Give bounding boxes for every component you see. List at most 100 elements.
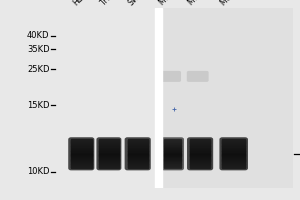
Bar xyxy=(128,139,148,140)
Text: 35KD: 35KD xyxy=(27,45,50,54)
Bar xyxy=(190,155,210,156)
Bar xyxy=(128,153,148,154)
Bar xyxy=(222,146,245,147)
Bar xyxy=(190,154,210,155)
Bar xyxy=(52,33,292,35)
Bar xyxy=(128,149,148,150)
Bar xyxy=(222,142,245,143)
Bar xyxy=(128,164,148,165)
Bar xyxy=(190,165,210,166)
Bar xyxy=(99,166,119,167)
Bar xyxy=(99,152,119,153)
Bar xyxy=(99,155,119,157)
Bar xyxy=(222,161,245,162)
Bar xyxy=(190,164,210,165)
Bar xyxy=(222,157,245,158)
Bar xyxy=(71,162,92,163)
Bar xyxy=(99,158,119,160)
Bar xyxy=(164,166,181,167)
Bar xyxy=(99,142,119,144)
Bar xyxy=(99,151,119,152)
Bar xyxy=(128,158,148,159)
Bar xyxy=(52,28,292,30)
Bar xyxy=(71,164,92,165)
Bar xyxy=(52,15,292,17)
Bar xyxy=(52,35,292,37)
Bar xyxy=(164,145,181,146)
Bar xyxy=(52,44,292,46)
Bar xyxy=(71,142,92,144)
Bar xyxy=(190,148,210,149)
Bar xyxy=(71,143,92,144)
Bar xyxy=(99,164,119,165)
Text: 15KD: 15KD xyxy=(27,101,50,110)
Bar xyxy=(164,153,181,155)
Bar xyxy=(190,155,210,157)
Bar xyxy=(71,150,92,151)
Bar xyxy=(190,147,210,148)
Bar xyxy=(128,145,148,146)
Bar xyxy=(222,160,245,161)
Bar xyxy=(190,167,210,168)
Bar xyxy=(222,147,245,148)
Text: Mouse lung: Mouse lung xyxy=(187,0,224,7)
Bar xyxy=(190,150,210,152)
Bar xyxy=(71,150,92,152)
Bar xyxy=(99,154,119,155)
Bar xyxy=(99,160,119,161)
Bar xyxy=(52,10,292,12)
Bar xyxy=(99,161,119,162)
Bar xyxy=(99,159,119,160)
Bar xyxy=(71,149,92,150)
Bar xyxy=(190,145,210,147)
Bar xyxy=(99,157,119,158)
Bar xyxy=(99,160,119,162)
Bar xyxy=(190,162,210,163)
Bar xyxy=(162,8,292,188)
Bar xyxy=(190,150,210,151)
FancyBboxPatch shape xyxy=(187,71,208,82)
FancyBboxPatch shape xyxy=(124,137,151,170)
Bar xyxy=(128,155,148,157)
Bar xyxy=(71,141,92,142)
Bar xyxy=(128,163,148,165)
Bar xyxy=(222,148,245,149)
Bar xyxy=(190,139,210,140)
Bar xyxy=(164,162,181,163)
Bar xyxy=(71,167,92,168)
Bar xyxy=(164,164,181,165)
Bar xyxy=(164,152,181,153)
Bar xyxy=(128,140,148,141)
FancyBboxPatch shape xyxy=(161,137,184,170)
Bar xyxy=(222,159,245,160)
Bar xyxy=(71,140,92,142)
Bar xyxy=(71,163,92,165)
Text: Mouse heart: Mouse heart xyxy=(219,0,259,7)
Text: HL-60: HL-60 xyxy=(71,0,94,7)
Bar xyxy=(190,146,210,147)
Bar xyxy=(71,156,92,157)
Bar xyxy=(222,145,245,147)
Bar xyxy=(190,158,210,160)
Bar xyxy=(190,163,210,164)
Bar xyxy=(71,160,92,161)
FancyBboxPatch shape xyxy=(159,71,181,82)
Bar xyxy=(164,163,181,164)
Bar xyxy=(71,165,92,166)
Bar xyxy=(164,146,181,147)
Bar xyxy=(164,140,181,141)
Text: 25KD: 25KD xyxy=(27,65,50,74)
Bar xyxy=(190,144,210,145)
FancyBboxPatch shape xyxy=(219,137,248,170)
Bar xyxy=(99,158,119,159)
Bar xyxy=(164,144,181,145)
Bar xyxy=(71,145,92,146)
Bar xyxy=(222,156,245,157)
Bar xyxy=(128,142,148,144)
Bar xyxy=(71,159,92,160)
Bar xyxy=(99,155,119,156)
Bar xyxy=(164,148,181,149)
Bar xyxy=(71,158,92,160)
Bar xyxy=(164,163,181,165)
Bar xyxy=(52,12,292,13)
